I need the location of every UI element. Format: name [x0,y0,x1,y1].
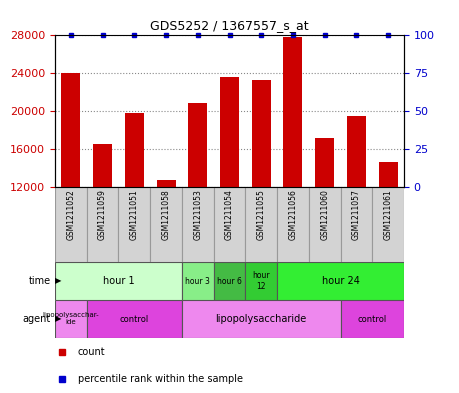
Text: GSM1211057: GSM1211057 [352,189,361,240]
Bar [284,37,302,187]
Bar [379,162,397,187]
Text: GSM1211054: GSM1211054 [225,189,234,240]
Text: hour 1: hour 1 [103,276,134,286]
Text: GSM1211055: GSM1211055 [257,189,266,240]
Bar [341,187,372,262]
Text: GSM1211059: GSM1211059 [98,189,107,240]
Bar [87,300,182,338]
Bar [277,187,309,262]
Bar [309,187,341,262]
Text: GSM1211058: GSM1211058 [162,189,171,240]
Bar [55,262,182,300]
Bar [55,187,87,262]
Bar [252,80,271,187]
Bar [118,187,150,262]
Bar [246,262,277,300]
Bar [372,187,404,262]
Text: GSM1211051: GSM1211051 [130,189,139,240]
Text: control: control [120,314,149,323]
Title: GDS5252 / 1367557_s_at: GDS5252 / 1367557_s_at [150,19,309,33]
Text: count: count [78,347,105,357]
Bar [213,262,246,300]
Bar [315,138,334,187]
Text: hour
12: hour 12 [252,271,270,291]
Text: control: control [358,314,387,323]
Text: ▶: ▶ [55,314,61,323]
Text: lipopolysaccharide: lipopolysaccharide [216,314,307,324]
Bar [62,73,80,187]
Text: hour 3: hour 3 [185,277,210,285]
Bar [220,77,239,187]
Bar [125,113,144,187]
Text: lipopolysacchar-
ide: lipopolysacchar- ide [43,312,99,325]
Bar [341,300,404,338]
Bar [55,300,87,338]
Bar [150,187,182,262]
Bar [277,262,404,300]
Bar [182,300,341,338]
Bar [87,187,118,262]
Bar [347,116,366,187]
Bar [182,262,213,300]
Text: percentile rank within the sample: percentile rank within the sample [78,374,243,384]
Bar [188,103,207,187]
Text: GSM1211060: GSM1211060 [320,189,329,240]
Text: GSM1211052: GSM1211052 [67,189,75,240]
Text: ▶: ▶ [55,277,61,285]
Text: GSM1211056: GSM1211056 [288,189,297,240]
Bar [182,187,213,262]
Bar [213,187,246,262]
Bar [246,187,277,262]
Text: GSM1211053: GSM1211053 [193,189,202,240]
Text: hour 6: hour 6 [217,277,242,285]
Text: hour 24: hour 24 [322,276,359,286]
Text: agent: agent [22,314,50,324]
Bar [93,144,112,187]
Text: time: time [28,276,50,286]
Bar [157,180,175,187]
Text: GSM1211061: GSM1211061 [384,189,392,240]
